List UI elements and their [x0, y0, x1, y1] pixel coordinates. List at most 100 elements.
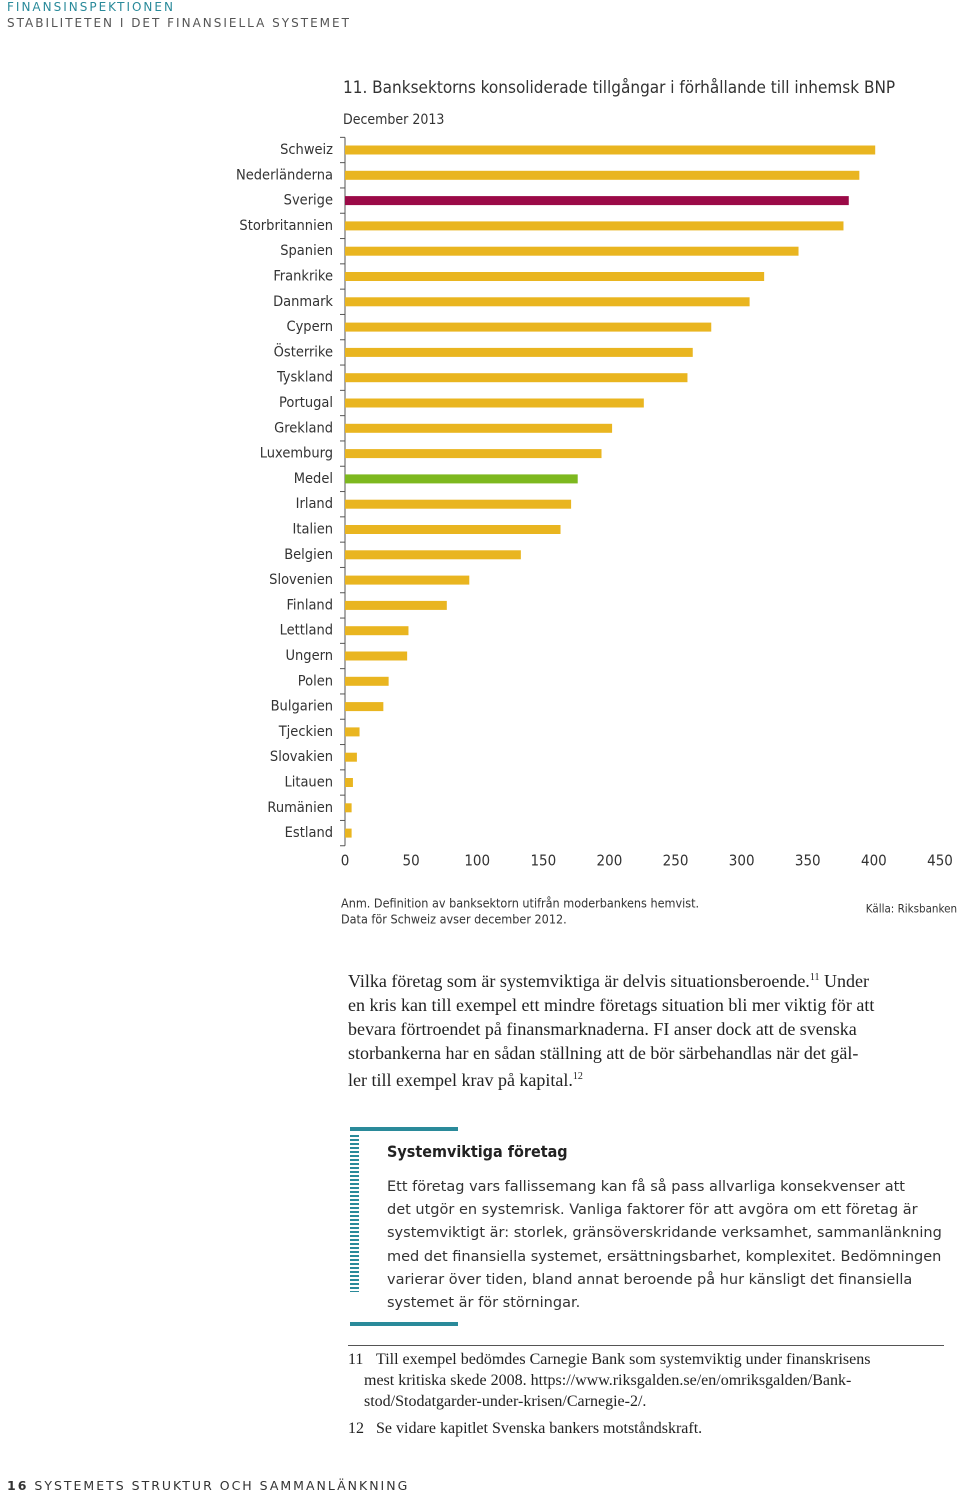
y-tick-label: Irland: [296, 496, 333, 512]
y-tick-label: Danmark: [273, 294, 333, 310]
y-tick-label: Belgien: [284, 547, 333, 563]
y-tick-label: Spanien: [280, 243, 333, 259]
bar: [345, 702, 384, 712]
box-text: Ett företag vars fallissemang kan få så …: [387, 1176, 942, 1315]
line: mest kritiska skede 2008. https://www.ri…: [364, 1372, 852, 1389]
bar: [345, 651, 408, 661]
line: stod/Stodatgarder-under-krisen/Carnegie-…: [364, 1393, 647, 1410]
report-title: STABILITETEN I DET FINANSIELLA SYSTEMET: [7, 16, 351, 30]
x-tick-label: 100: [464, 852, 490, 870]
y-tick-label: Tyskland: [276, 370, 333, 386]
y-tick-label: Litauen: [284, 775, 333, 791]
bar: [345, 145, 876, 155]
bar: [345, 828, 352, 838]
chart: 11. Banksektorns konsoliderade tillgånga…: [236, 77, 957, 927]
y-tick-label: Grekland: [274, 420, 333, 436]
y-tick-label: Lettland: [280, 623, 333, 639]
bar: [345, 322, 712, 332]
bar: [345, 423, 613, 433]
box-rule: [350, 1127, 458, 1131]
bar: [345, 474, 578, 484]
x-tick-label: 200: [597, 852, 623, 870]
page-number: 16: [7, 1478, 29, 1493]
y-tick-label: Polen: [298, 673, 333, 689]
box-rule: [350, 1322, 458, 1326]
y-tick-label: Finland: [286, 597, 333, 613]
bar: [345, 499, 572, 509]
line: varierar över tiden, bland annat beroend…: [387, 1271, 913, 1288]
line: en kris kan till exempel ett mindre före…: [348, 995, 875, 1015]
y-tick-label: Cypern: [286, 319, 333, 335]
y-tick-label: Slovenien: [269, 572, 333, 588]
bar: [345, 221, 844, 231]
line: systemviktigt är: storlek, gränsöverskri…: [387, 1225, 942, 1242]
x-tick-label: 50: [403, 852, 420, 870]
bar: [345, 600, 447, 610]
bar: [345, 170, 860, 180]
line: storbankerna har en sådan ställning att …: [348, 1043, 859, 1063]
y-tick-label: Portugal: [279, 395, 333, 411]
line: Ett företag vars fallissemang kan få så …: [387, 1179, 905, 1195]
y-tick-label: Schweiz: [280, 142, 333, 158]
footnotes: 11 Till exempel bedömdes Carnegie Bank so…: [348, 1349, 870, 1439]
y-tick-label: Storbritannien: [239, 218, 333, 234]
footer-section: SYSTEMETS STRUKTUR OCH SAMMANLÄNKNING: [34, 1478, 410, 1493]
line: systemet är för störningar.: [387, 1295, 581, 1312]
line: ler till exempel krav på kapital.12: [348, 1065, 874, 1092]
y-tick-label: Slovakien: [270, 749, 333, 765]
footnote-number: 11: [348, 1351, 364, 1368]
x-tick-label: 250: [663, 852, 689, 870]
box-title: Systemviktiga företag: [387, 1142, 568, 1161]
bar: [345, 676, 389, 686]
bar: [345, 196, 849, 206]
y-tick-label: Rumänien: [267, 800, 333, 816]
text: Till exempel bedömdes Carnegie Bank som …: [376, 1351, 871, 1368]
bar: [345, 246, 799, 256]
bar: [345, 398, 644, 408]
x-tick-label: 400: [861, 852, 887, 870]
x-tick-label: 300: [729, 852, 755, 870]
footnote-ref: 12: [572, 1071, 583, 1082]
text: Vilka företag som är systemviktiga är de…: [348, 971, 810, 991]
publisher: FINANSINSPEKTIONEN: [7, 0, 175, 14]
text: Under: [819, 971, 869, 991]
text: ler till exempel krav på kapital.: [348, 1070, 573, 1090]
bar: [345, 803, 352, 813]
y-tick-label: Italien: [293, 522, 334, 538]
line: 12 Se vidare kapitlet Svenska bankers mot…: [348, 1418, 870, 1439]
x-tick-label: 350: [795, 852, 821, 870]
body-text: Vilka företag som är systemviktiga är de…: [348, 966, 874, 1092]
x-tick-label: 450: [927, 852, 953, 870]
y-tick-label: Estland: [285, 825, 333, 841]
x-tick-label: 150: [530, 852, 556, 870]
y-tick-label: Medel: [294, 471, 333, 487]
x-tick-label: 0: [341, 852, 350, 870]
line: med det finansiella systemet, ersättning…: [387, 1248, 942, 1265]
footnote-number: 12: [348, 1420, 364, 1437]
line: Vilka företag som är systemviktiga är de…: [348, 966, 874, 993]
y-tick-label: Ungern: [285, 648, 333, 664]
line: det utgör en systemrisk. Vanliga faktore…: [387, 1202, 918, 1219]
chart-subtitle: December 2013: [343, 112, 444, 128]
bar: [345, 373, 688, 383]
chart-title: 11. Banksektorns konsoliderade tillgånga…: [343, 77, 895, 98]
bar: [345, 550, 521, 560]
y-tick-label: Frankrike: [273, 269, 333, 285]
bar: [345, 778, 353, 787]
bar: [345, 449, 602, 459]
y-tick-label: Nederländerna: [236, 167, 333, 183]
bar: [345, 347, 693, 357]
bar: [345, 297, 750, 307]
y-tick-label: Sverige: [284, 193, 333, 209]
chart-note: Anm. Definition av banksektorn utifrån m…: [341, 896, 699, 911]
line: 11 Till exempel bedömdes Carnegie Bank so…: [348, 1349, 870, 1370]
bar: [345, 727, 360, 737]
text: Se vidare kapitlet Svenska bankers motst…: [376, 1420, 703, 1437]
footer: 16 SYSTEMETS STRUKTUR OCH SAMMANLÄNKNING: [7, 1478, 409, 1493]
y-tick-label: Österrike: [274, 342, 333, 360]
y-tick-label: Tjeckien: [278, 724, 333, 740]
y-tick-label: Luxemburg: [260, 446, 333, 462]
box-stripes: [350, 1135, 359, 1292]
bar: [345, 525, 561, 534]
